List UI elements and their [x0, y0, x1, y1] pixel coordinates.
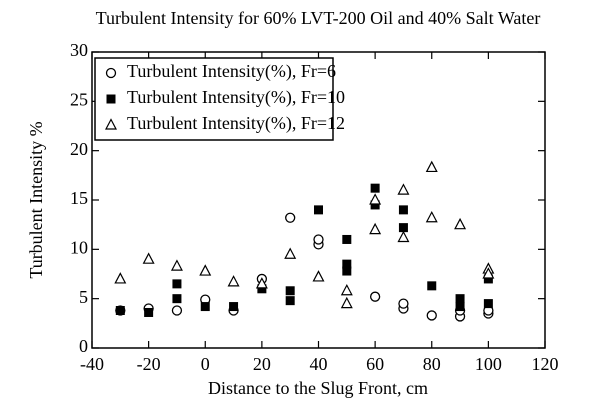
point	[257, 284, 267, 294]
point	[227, 275, 240, 287]
legend-marker	[105, 67, 117, 79]
legend-marker	[105, 118, 117, 130]
point	[398, 223, 408, 233]
point	[285, 296, 295, 306]
point	[454, 217, 467, 230]
point	[170, 259, 183, 271]
point	[172, 279, 182, 289]
x-axis-label: Distance to the Slug Front, cm	[208, 378, 428, 398]
y-tick-label: 0	[79, 336, 88, 356]
y-tick-label: 5	[79, 287, 88, 307]
x-tick-label: 20	[253, 354, 271, 374]
point	[483, 299, 493, 309]
x-tick-label: 40	[310, 354, 328, 374]
point	[285, 286, 295, 296]
y-tick-label: 30	[70, 40, 88, 60]
point	[285, 212, 296, 223]
point	[172, 294, 182, 304]
y-tick-label: 25	[70, 89, 88, 109]
point	[144, 307, 154, 317]
point	[342, 234, 352, 244]
legend-marker	[106, 94, 116, 104]
point	[199, 264, 212, 276]
point	[398, 298, 409, 309]
x-tick-label: 80	[423, 354, 441, 374]
legend-label: Turbulent Intensity(%), Fr=12	[127, 113, 345, 134]
point	[483, 274, 493, 284]
chart-title: Turbulent Intensity for 60% LVT-200 Oil …	[96, 8, 541, 28]
x-tick-label: -40	[80, 354, 104, 374]
y-tick-label: 20	[70, 139, 88, 159]
point	[255, 277, 268, 289]
legend-label: Turbulent Intensity(%), Fr=6	[127, 61, 336, 82]
point	[314, 205, 323, 215]
point	[229, 302, 239, 312]
point	[397, 183, 410, 195]
point	[455, 302, 465, 312]
point	[397, 230, 410, 243]
point	[427, 281, 437, 291]
point	[171, 305, 183, 316]
point	[369, 291, 381, 302]
point	[425, 210, 438, 223]
legend-box	[94, 57, 334, 141]
point	[142, 252, 155, 264]
point	[398, 205, 408, 215]
point	[369, 222, 382, 235]
point	[342, 266, 352, 276]
point	[455, 294, 465, 304]
point	[115, 306, 125, 316]
point	[369, 193, 382, 205]
point	[370, 183, 380, 193]
x-tick-label: 120	[532, 354, 559, 374]
point	[340, 296, 353, 309]
y-tick-label: 10	[70, 237, 88, 257]
x-tick-label: -20	[137, 354, 161, 374]
point	[370, 200, 380, 210]
x-tick-label: 0	[201, 354, 210, 374]
point	[340, 283, 353, 296]
y-tick-label: 15	[70, 188, 88, 208]
x-tick-label: 100	[475, 354, 502, 374]
legend-label: Turbulent Intensity(%), Fr=10	[127, 87, 345, 108]
legend: Turbulent Intensity(%), Fr=6 Turbulent In…	[94, 57, 345, 141]
point	[425, 160, 438, 173]
point	[342, 259, 352, 269]
point	[114, 272, 127, 284]
point	[313, 234, 324, 245]
point	[312, 270, 325, 282]
y-axis-label: Turbulent Intensity %	[26, 121, 46, 278]
point	[284, 247, 297, 259]
x-tick-label: 60	[366, 354, 384, 374]
point	[482, 267, 495, 279]
point	[200, 302, 210, 312]
point	[426, 310, 437, 321]
